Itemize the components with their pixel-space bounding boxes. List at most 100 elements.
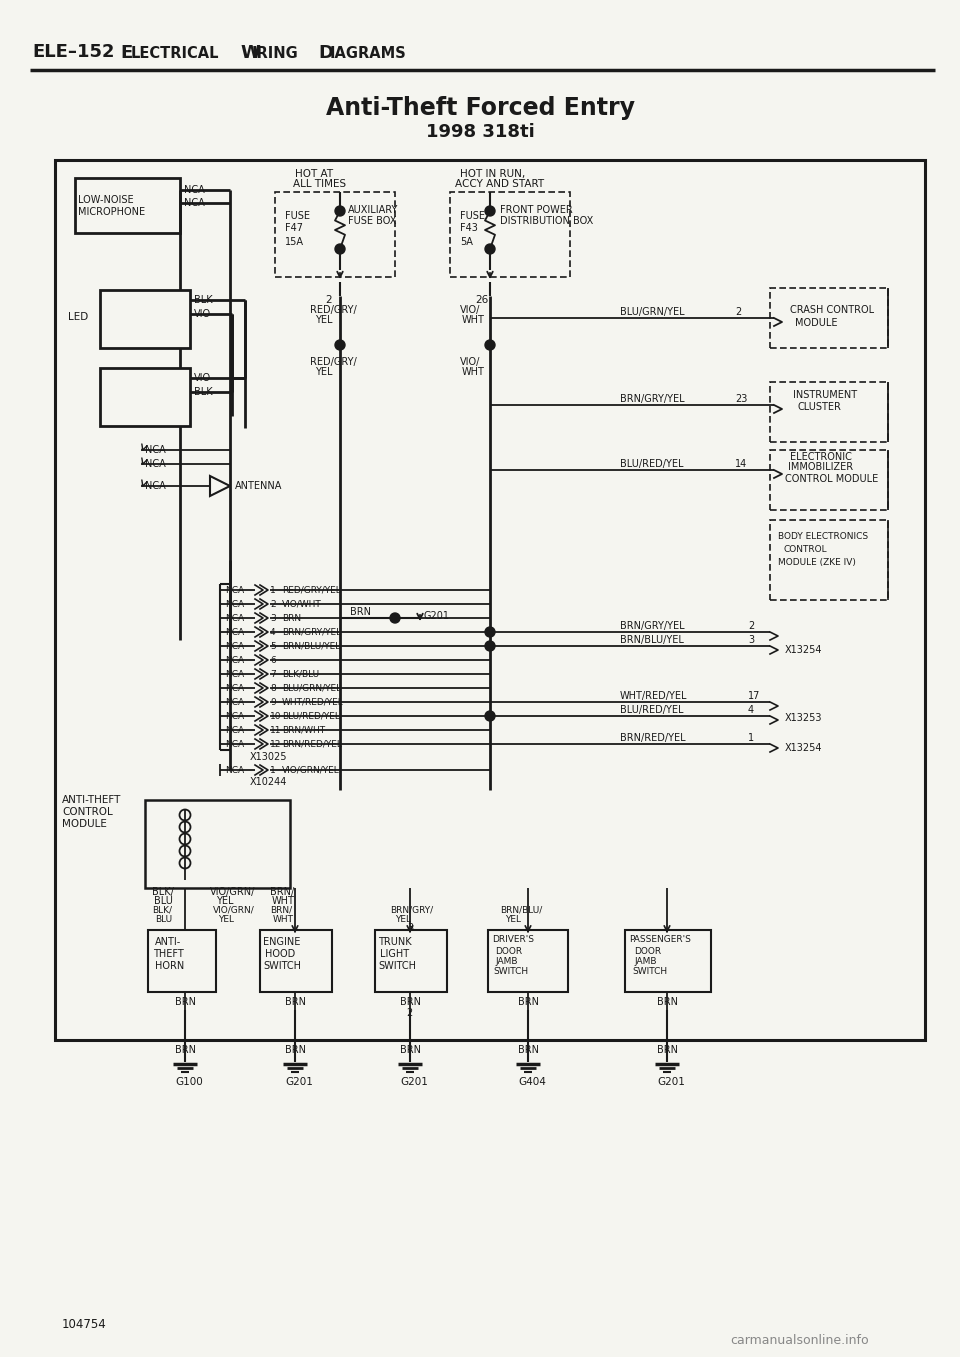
Text: FRONT POWER: FRONT POWER xyxy=(500,205,573,214)
Text: THEFT: THEFT xyxy=(153,949,183,959)
Text: 3: 3 xyxy=(748,635,755,645)
Text: VIO/GRN/: VIO/GRN/ xyxy=(213,905,254,915)
Text: 2: 2 xyxy=(325,294,331,305)
Circle shape xyxy=(335,341,345,350)
Text: VIO: VIO xyxy=(194,309,211,319)
Text: X10244: X10244 xyxy=(250,778,287,787)
Text: NCA: NCA xyxy=(225,585,244,594)
Text: BLK: BLK xyxy=(194,294,212,305)
Bar xyxy=(100,368,190,426)
Text: WHT: WHT xyxy=(272,896,295,906)
Text: NCA: NCA xyxy=(225,765,244,775)
Text: X13253: X13253 xyxy=(785,712,823,723)
Text: NCA: NCA xyxy=(184,198,204,208)
Text: E: E xyxy=(120,43,132,62)
Text: BRN: BRN xyxy=(400,997,421,1007)
Text: NCA: NCA xyxy=(145,459,166,470)
Text: 26: 26 xyxy=(475,294,489,305)
Text: IRING: IRING xyxy=(252,46,299,61)
Text: TRUNK: TRUNK xyxy=(378,936,412,947)
Bar xyxy=(625,930,711,992)
Circle shape xyxy=(485,341,495,350)
Text: 104754: 104754 xyxy=(62,1319,107,1331)
Text: G100: G100 xyxy=(175,1077,203,1087)
Text: BRN: BRN xyxy=(400,1045,421,1054)
Text: SWITCH: SWITCH xyxy=(263,961,301,972)
Text: HOT IN RUN,: HOT IN RUN, xyxy=(460,170,525,179)
Text: 2: 2 xyxy=(748,622,755,631)
Text: HOOD: HOOD xyxy=(265,949,296,959)
Text: 4: 4 xyxy=(748,706,755,715)
Text: VIO/GRN/YEL: VIO/GRN/YEL xyxy=(282,765,340,775)
Text: BLU/RED/YEL: BLU/RED/YEL xyxy=(282,711,340,721)
Text: BRN: BRN xyxy=(285,1045,306,1054)
Text: SWITCH: SWITCH xyxy=(493,968,528,977)
Text: WHT/RED/YEL: WHT/RED/YEL xyxy=(282,697,344,707)
Text: SWITCH: SWITCH xyxy=(378,961,416,972)
Text: BLU/RED/YEL: BLU/RED/YEL xyxy=(620,459,684,470)
Text: BRN: BRN xyxy=(175,1045,196,1054)
Text: BLU/GRN/YEL: BLU/GRN/YEL xyxy=(620,307,684,318)
Circle shape xyxy=(390,613,400,623)
Text: 3: 3 xyxy=(270,613,276,623)
Text: BRN: BRN xyxy=(350,607,371,617)
Text: ANTI-: ANTI- xyxy=(155,936,181,947)
Text: CONTROL: CONTROL xyxy=(62,807,112,817)
Text: 5: 5 xyxy=(270,642,276,650)
Text: BRN/GRY/: BRN/GRY/ xyxy=(390,905,433,915)
Text: NCA: NCA xyxy=(145,480,166,491)
Text: YEL: YEL xyxy=(315,315,332,324)
Text: CONTROL MODULE: CONTROL MODULE xyxy=(785,474,878,484)
Text: FUSE BOX: FUSE BOX xyxy=(348,216,396,227)
Circle shape xyxy=(335,244,345,254)
Text: CRASH CONTROL: CRASH CONTROL xyxy=(790,305,875,315)
Text: HOT AT: HOT AT xyxy=(295,170,333,179)
Text: HORN: HORN xyxy=(155,961,184,972)
Text: 1: 1 xyxy=(748,733,755,744)
Bar xyxy=(450,191,570,277)
Text: 17: 17 xyxy=(748,691,760,702)
Text: 8: 8 xyxy=(270,684,276,692)
Bar xyxy=(770,288,888,347)
Text: BRN/GRY/YEL: BRN/GRY/YEL xyxy=(620,622,684,631)
Text: F47: F47 xyxy=(285,223,303,233)
Text: RED/GRY/: RED/GRY/ xyxy=(310,357,357,366)
Text: BRN: BRN xyxy=(518,997,539,1007)
Text: D: D xyxy=(318,43,333,62)
Text: 2: 2 xyxy=(735,307,741,318)
Text: BLU: BLU xyxy=(154,896,173,906)
Text: WHT: WHT xyxy=(462,315,485,324)
Text: 1: 1 xyxy=(270,765,276,775)
Text: W: W xyxy=(240,43,260,62)
Text: BRN: BRN xyxy=(282,613,301,623)
Text: BRN/BLU/: BRN/BLU/ xyxy=(500,905,542,915)
Text: 3: 3 xyxy=(407,923,413,934)
Text: NCA: NCA xyxy=(225,726,244,734)
Text: VIO/WHT: VIO/WHT xyxy=(282,600,322,608)
Text: 7: 7 xyxy=(270,669,276,678)
Text: 14: 14 xyxy=(735,459,747,470)
Text: LED: LED xyxy=(68,312,88,322)
Text: YEL: YEL xyxy=(216,896,233,906)
Text: carmanualsonline.info: carmanualsonline.info xyxy=(730,1334,869,1346)
Text: IMMOBILIZER: IMMOBILIZER xyxy=(788,461,853,472)
Bar xyxy=(770,451,888,510)
Text: ALL TIMES: ALL TIMES xyxy=(293,179,347,189)
Text: NCA: NCA xyxy=(225,655,244,665)
Text: AUXILIARY: AUXILIARY xyxy=(348,205,398,214)
Text: NCA: NCA xyxy=(225,669,244,678)
Text: BRN/GRY/YEL: BRN/GRY/YEL xyxy=(282,627,341,636)
Text: PASSENGER'S: PASSENGER'S xyxy=(629,935,691,944)
Text: 10: 10 xyxy=(270,711,281,721)
Text: BRN: BRN xyxy=(285,997,306,1007)
Text: WHT: WHT xyxy=(462,366,485,377)
Text: NCA: NCA xyxy=(225,684,244,692)
Text: ENGINE: ENGINE xyxy=(263,936,300,947)
Text: VIO: VIO xyxy=(194,373,211,383)
Text: BRN/: BRN/ xyxy=(270,887,295,897)
Text: NCA: NCA xyxy=(184,185,204,195)
Text: INSTRUMENT: INSTRUMENT xyxy=(793,389,857,400)
Text: MODULE: MODULE xyxy=(795,318,837,328)
Text: 4: 4 xyxy=(270,627,276,636)
Text: BRN/BLU/YEL: BRN/BLU/YEL xyxy=(282,642,340,650)
